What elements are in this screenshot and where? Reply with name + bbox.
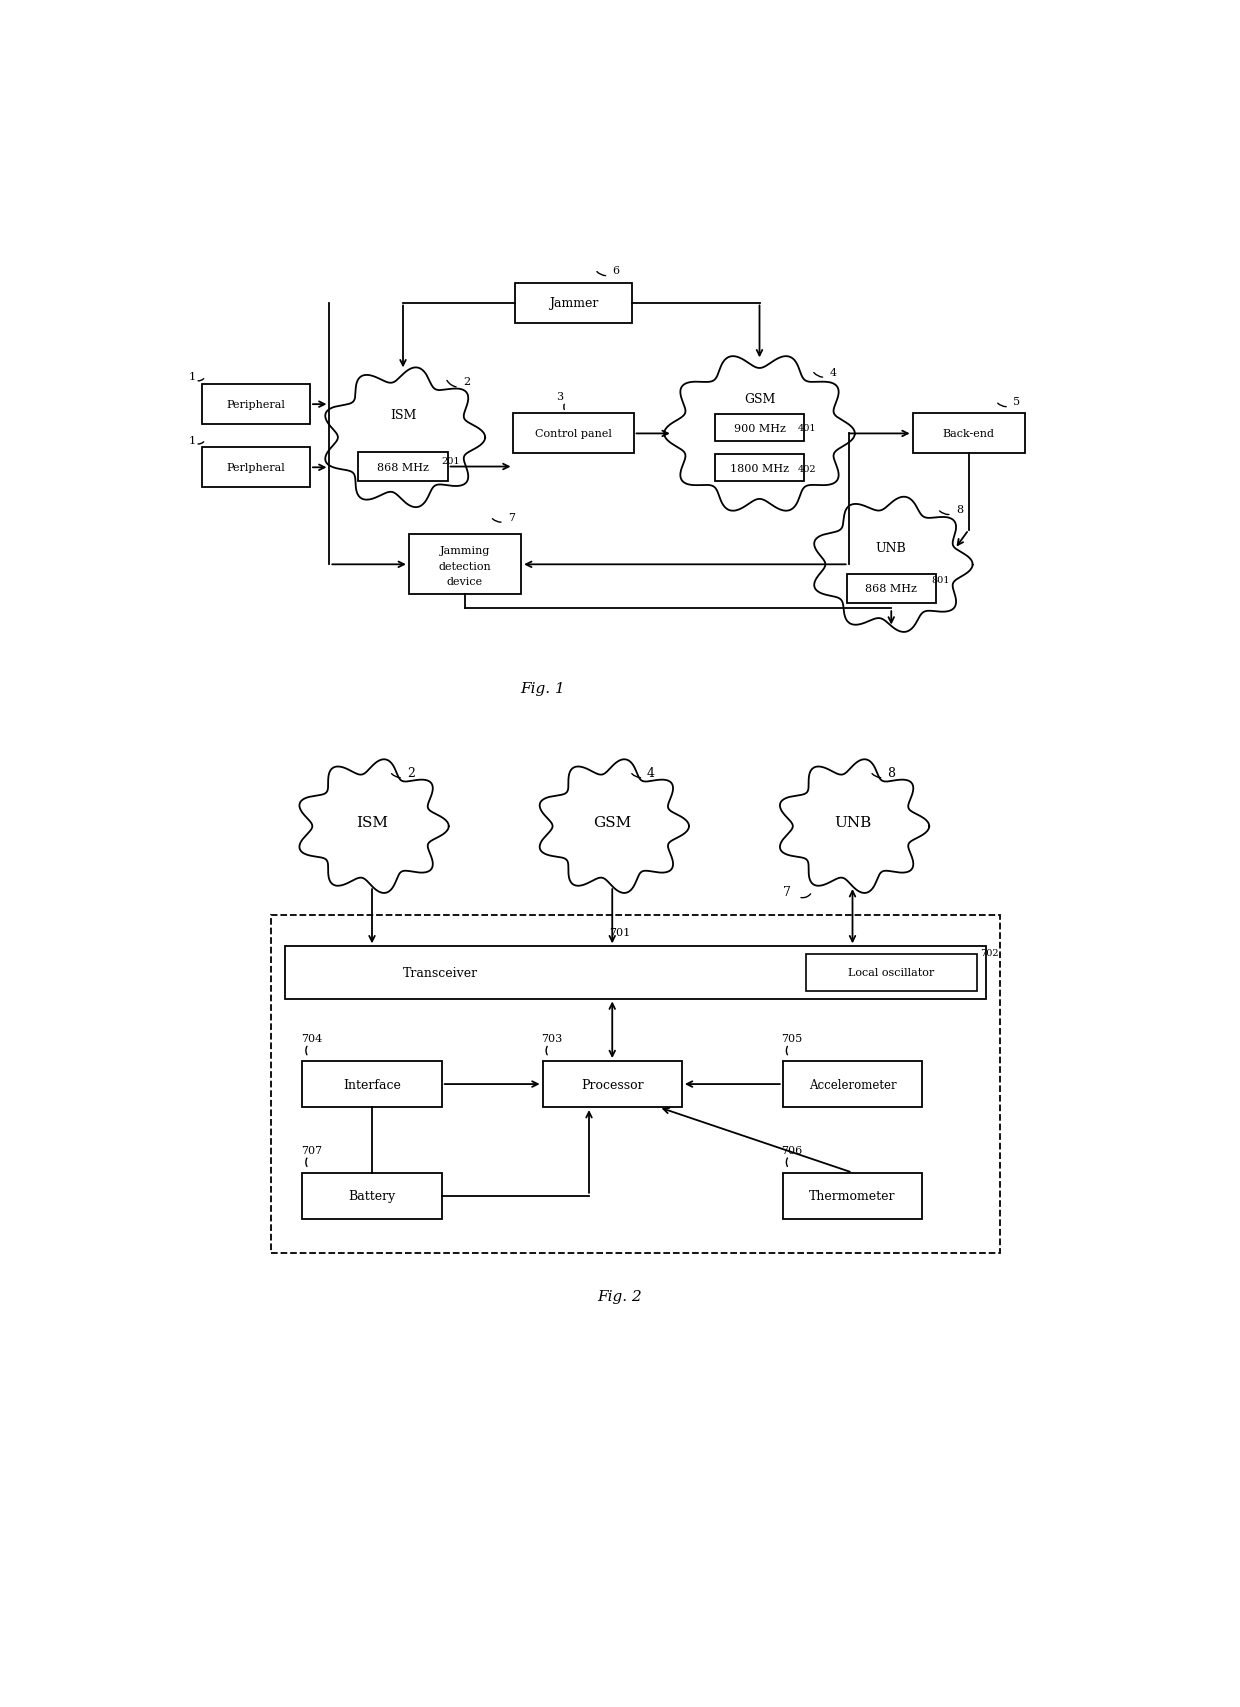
- Text: 707: 707: [301, 1145, 322, 1156]
- Polygon shape: [325, 369, 485, 509]
- Text: 7: 7: [508, 512, 515, 522]
- Text: 201: 201: [441, 456, 460, 466]
- Text: 3: 3: [556, 393, 563, 403]
- FancyBboxPatch shape: [303, 1173, 441, 1219]
- FancyBboxPatch shape: [409, 534, 521, 596]
- Text: 4: 4: [830, 367, 837, 377]
- FancyBboxPatch shape: [806, 954, 977, 992]
- Text: 705: 705: [781, 1033, 802, 1043]
- Text: 2: 2: [463, 377, 470, 387]
- Text: Back-end: Back-end: [942, 428, 994, 439]
- Text: Perlpheral: Perlpheral: [227, 463, 285, 473]
- Text: 8: 8: [956, 505, 963, 514]
- Text: 402: 402: [799, 464, 817, 473]
- Text: Processor: Processor: [580, 1077, 644, 1091]
- FancyBboxPatch shape: [847, 574, 936, 604]
- Polygon shape: [780, 760, 929, 893]
- Text: Control panel: Control panel: [536, 428, 611, 439]
- Text: UNB: UNB: [833, 816, 872, 830]
- FancyBboxPatch shape: [782, 1062, 923, 1108]
- Text: 4: 4: [647, 766, 655, 780]
- FancyBboxPatch shape: [201, 447, 310, 488]
- Text: 701: 701: [609, 927, 631, 937]
- Text: GSM: GSM: [744, 393, 775, 406]
- Text: 1800 MHz: 1800 MHz: [730, 463, 789, 473]
- Text: ISM: ISM: [389, 408, 417, 422]
- Text: 704: 704: [301, 1033, 322, 1043]
- FancyBboxPatch shape: [715, 415, 804, 442]
- FancyBboxPatch shape: [513, 415, 634, 454]
- Text: Thermometer: Thermometer: [810, 1190, 895, 1202]
- Text: 1: 1: [188, 372, 196, 382]
- Text: Transceiver: Transceiver: [403, 966, 477, 980]
- Text: detection: detection: [439, 562, 491, 572]
- Polygon shape: [539, 760, 689, 893]
- FancyBboxPatch shape: [782, 1173, 923, 1219]
- Text: 801: 801: [931, 575, 950, 586]
- FancyBboxPatch shape: [543, 1062, 682, 1108]
- Text: 1: 1: [188, 435, 196, 446]
- Text: Battery: Battery: [348, 1190, 396, 1202]
- Text: Local oscillator: Local oscillator: [848, 968, 935, 978]
- Text: 703: 703: [541, 1033, 563, 1043]
- Text: 6: 6: [613, 266, 620, 277]
- Text: 706: 706: [781, 1145, 802, 1156]
- Text: 7: 7: [782, 886, 791, 898]
- Text: 8: 8: [888, 766, 895, 780]
- Polygon shape: [665, 357, 854, 512]
- Text: Fig. 1: Fig. 1: [520, 681, 565, 695]
- Text: 2: 2: [407, 766, 414, 780]
- Text: device: device: [446, 577, 484, 587]
- Text: ISM: ISM: [356, 816, 388, 830]
- Polygon shape: [815, 497, 972, 633]
- Text: 868 MHz: 868 MHz: [377, 463, 429, 473]
- FancyBboxPatch shape: [358, 452, 448, 481]
- Text: Jammer: Jammer: [549, 297, 598, 311]
- FancyBboxPatch shape: [201, 384, 310, 425]
- FancyBboxPatch shape: [303, 1062, 441, 1108]
- Text: 702: 702: [981, 949, 999, 958]
- Polygon shape: [299, 760, 449, 893]
- FancyBboxPatch shape: [285, 947, 986, 999]
- Text: GSM: GSM: [593, 816, 631, 830]
- FancyBboxPatch shape: [516, 283, 631, 323]
- FancyBboxPatch shape: [913, 415, 1025, 454]
- Text: 5: 5: [1013, 396, 1021, 406]
- Text: Interface: Interface: [343, 1077, 401, 1091]
- Text: Accelerometer: Accelerometer: [808, 1077, 897, 1091]
- Text: Fig. 2: Fig. 2: [598, 1289, 642, 1302]
- Text: UNB: UNB: [875, 541, 906, 555]
- Text: Jamming: Jamming: [440, 546, 490, 556]
- Text: 868 MHz: 868 MHz: [866, 584, 918, 594]
- Text: 900 MHz: 900 MHz: [734, 423, 785, 434]
- Text: 401: 401: [799, 423, 817, 432]
- FancyBboxPatch shape: [715, 456, 804, 481]
- Text: Peripheral: Peripheral: [227, 399, 285, 410]
